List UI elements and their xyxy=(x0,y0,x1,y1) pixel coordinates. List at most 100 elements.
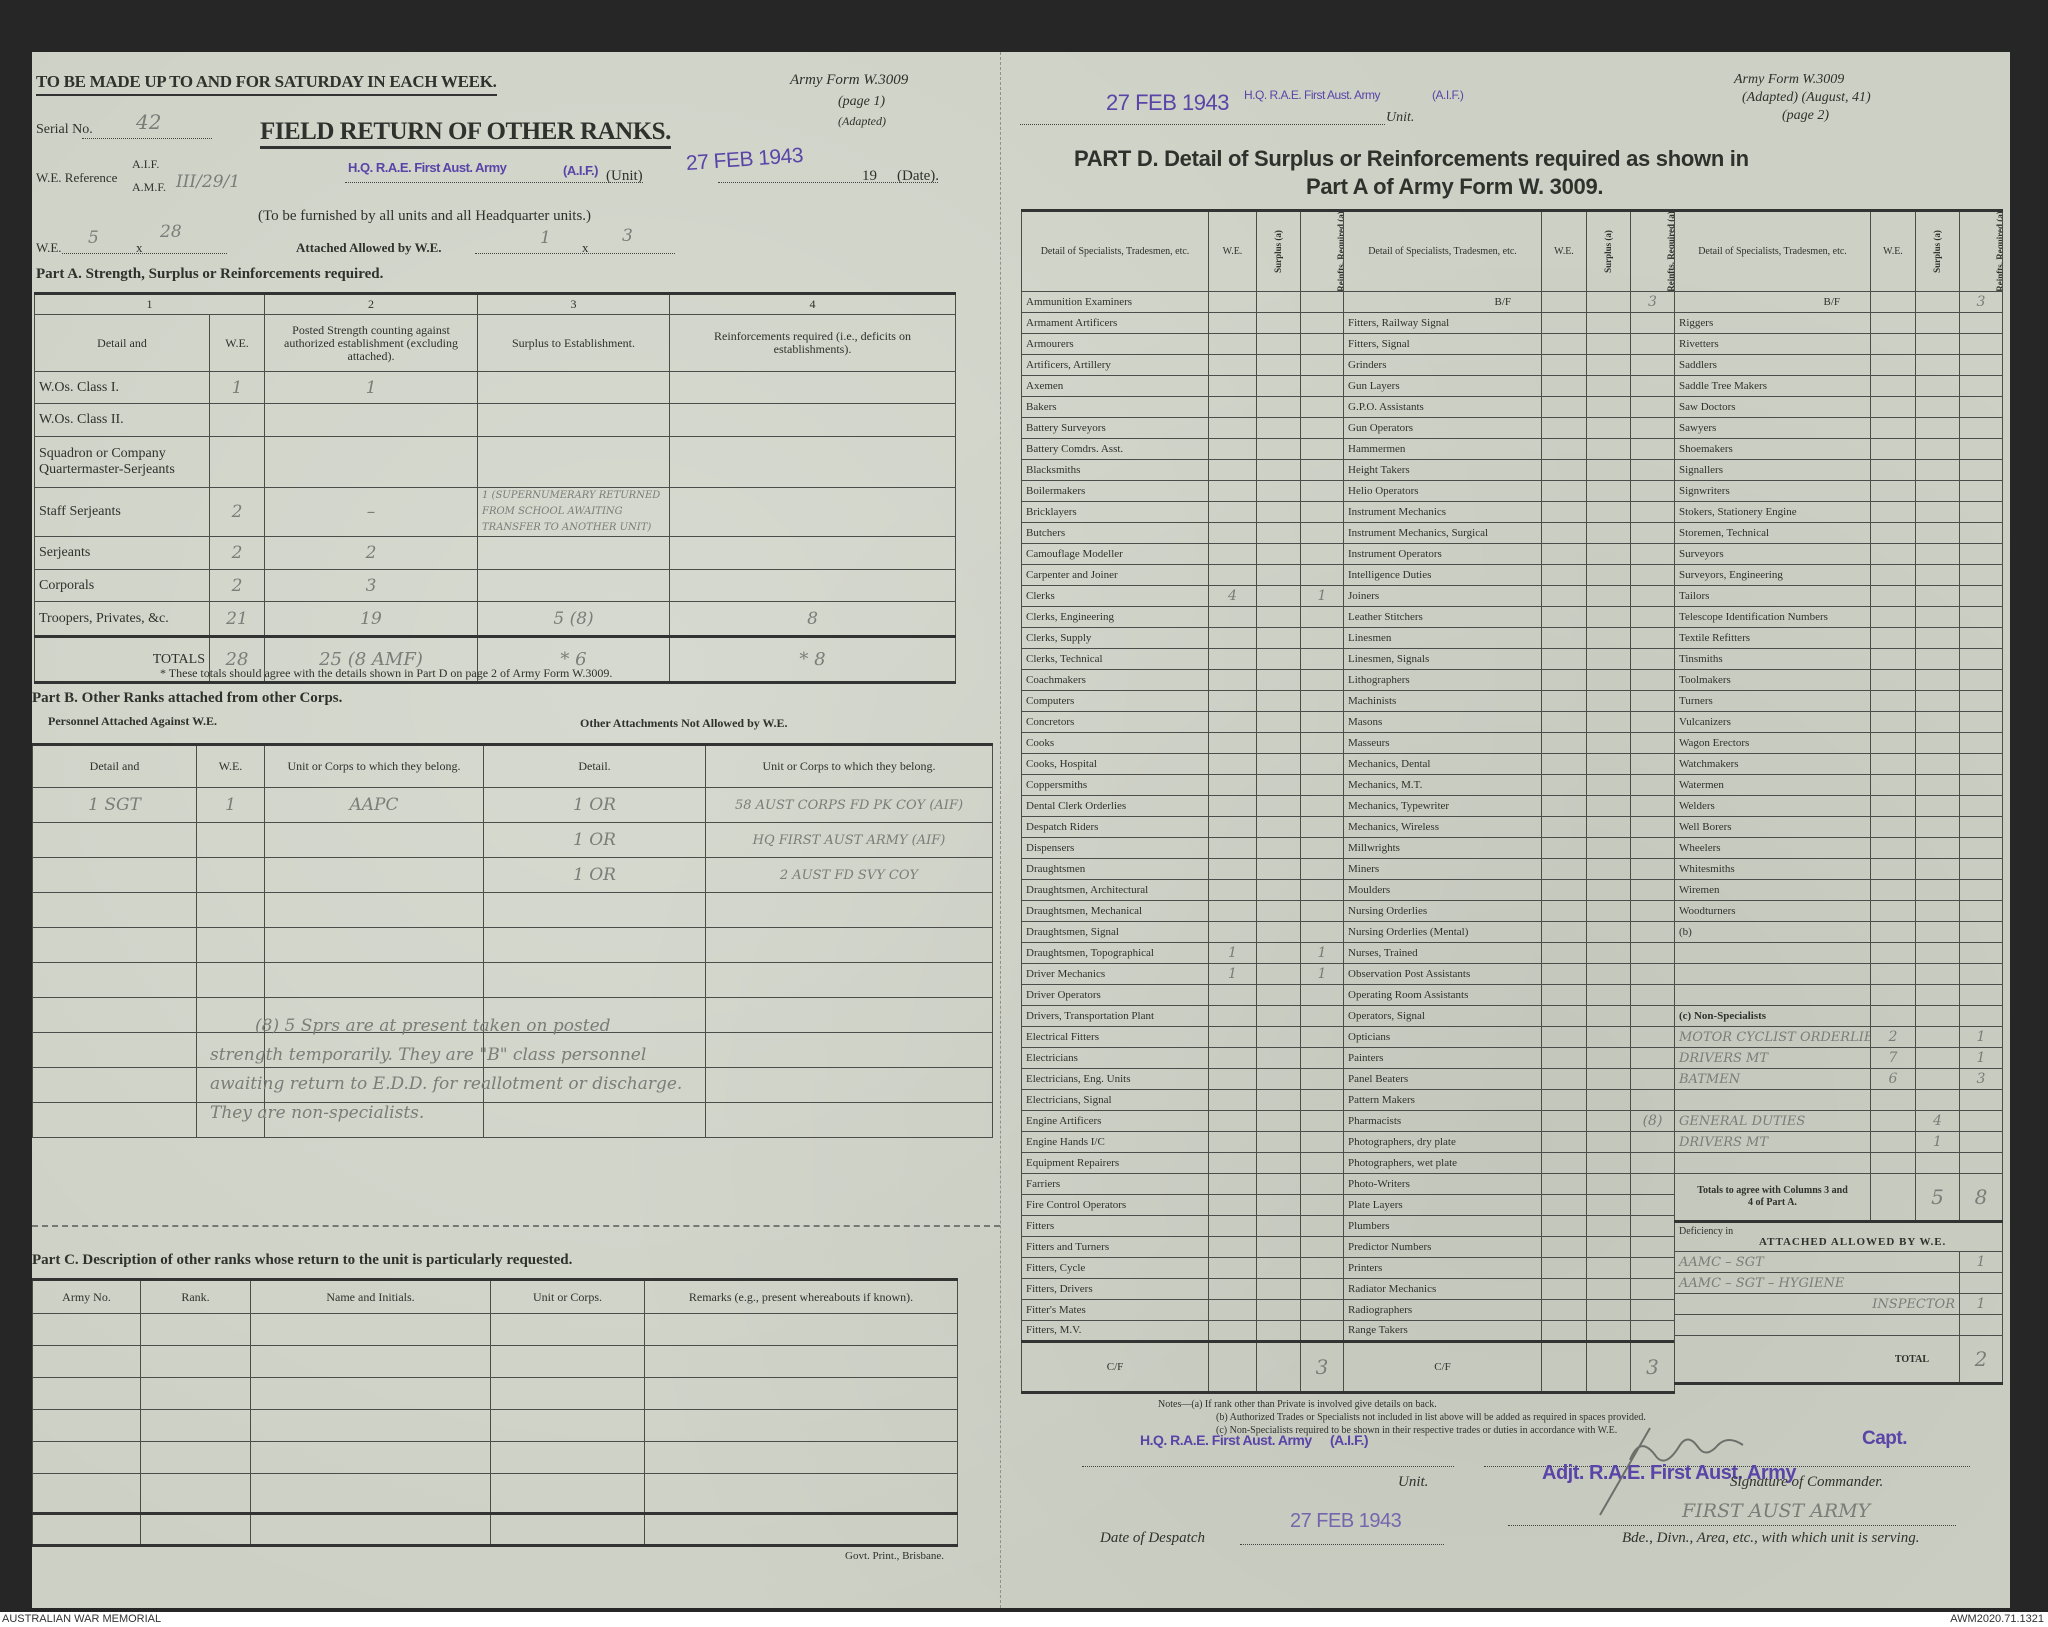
header-detail: Detail of Specialists, Tradesmen, etc. xyxy=(1343,210,1542,292)
value-cell xyxy=(1959,837,2003,859)
part-c-cell xyxy=(644,1513,958,1546)
value-cell xyxy=(1541,1068,1587,1090)
table-row: Masons xyxy=(1343,711,1675,733)
trade-label: Camouflage Modeller xyxy=(1021,543,1209,565)
reinf-cell xyxy=(669,569,956,602)
value-cell xyxy=(1256,1068,1301,1090)
fold-line xyxy=(1000,52,1001,1608)
value-cell xyxy=(1586,711,1631,733)
table-row xyxy=(32,927,993,963)
header-detail: Detail and xyxy=(34,314,210,372)
trade-label: BATMEN xyxy=(1674,1068,1871,1090)
trade-label: B/F xyxy=(1343,291,1542,313)
table-row: Welders xyxy=(1674,795,2003,817)
trade-label: Bakers xyxy=(1021,396,1209,418)
value-cell xyxy=(1208,564,1257,586)
trade-label: Boilermakers xyxy=(1021,480,1209,502)
value-cell xyxy=(1256,1152,1301,1174)
trade-label: Fitters, Drivers xyxy=(1021,1278,1209,1300)
table-row: Linesmen xyxy=(1343,627,1675,649)
trade-label: Woodturners xyxy=(1674,900,1871,922)
trade-label: Grinders xyxy=(1343,354,1542,376)
unit-stamp-aif-p2: (A.I.F.) xyxy=(1432,88,1464,102)
trade-label: Dispensers xyxy=(1021,837,1209,859)
table-row xyxy=(32,1313,958,1346)
detail-cell: W.Os. Class II. xyxy=(34,403,210,437)
unit-line-p2 xyxy=(1020,124,1385,125)
table-row: Clerks, Technical xyxy=(1021,648,1344,670)
trade-label: Welders xyxy=(1674,795,1871,817)
value-cell xyxy=(1586,354,1631,376)
value-cell xyxy=(1870,417,1916,439)
table-row: Linesmen, Signals xyxy=(1343,648,1675,670)
deficiency-item: AAMC – SGT – HYGIENE xyxy=(1674,1272,1960,1294)
value-cell xyxy=(1870,522,1916,544)
trade-label: Observation Post Assistants xyxy=(1343,963,1542,985)
trade-label: Photo-Writers xyxy=(1343,1173,1542,1195)
value-cell xyxy=(1256,480,1301,502)
trade-label: Leather Stitchers xyxy=(1343,606,1542,628)
part-c-title: Part C. Description of other ranks whose… xyxy=(32,1252,573,1268)
value-cell xyxy=(1870,501,1916,523)
table-row xyxy=(1674,963,2003,985)
value-cell xyxy=(1630,543,1675,565)
value-cell xyxy=(1586,1131,1631,1153)
value-cell xyxy=(1256,1278,1301,1300)
value-cell xyxy=(1256,1089,1301,1111)
value-cell xyxy=(1208,795,1257,817)
posted-cell xyxy=(264,403,478,437)
part-b-cell xyxy=(264,962,484,998)
table-row: Sawyers xyxy=(1674,417,2003,439)
table-row: Electrical Fitters xyxy=(1021,1026,1344,1048)
value-cell xyxy=(1630,1173,1675,1195)
trade-label: DRIVERS MT xyxy=(1674,1047,1871,1069)
value-cell xyxy=(1256,501,1301,523)
trade-label: Linesmen, Signals xyxy=(1343,648,1542,670)
value-cell xyxy=(1256,333,1301,355)
trade-label: Toolmakers xyxy=(1674,669,1871,691)
part-b-cell xyxy=(196,1032,265,1068)
table-row: Boilermakers xyxy=(1021,480,1344,502)
value-cell xyxy=(1586,291,1631,313)
part-c-cell xyxy=(644,1409,958,1442)
table-row: Surveyors, Engineering xyxy=(1674,564,2003,586)
part-c-cell xyxy=(32,1513,141,1546)
footer-right: AWM2020.71.1321 xyxy=(1950,1613,2044,1625)
we-value-a: 5 xyxy=(88,228,99,248)
value-cell xyxy=(1541,690,1587,712)
value-cell xyxy=(1208,1215,1257,1237)
value-cell xyxy=(1630,669,1675,691)
part-b-cell xyxy=(32,962,197,998)
value-cell xyxy=(1208,1320,1257,1342)
value-cell xyxy=(1256,1215,1301,1237)
value-cell xyxy=(1541,1194,1587,1216)
value-cell xyxy=(1870,963,1916,985)
trade-label: Fitter's Mates xyxy=(1021,1299,1209,1321)
value-cell xyxy=(1915,564,1960,586)
part-c-table: Army No. Rank. Name and Initials. Unit or C… xyxy=(32,1278,958,1547)
part-b-cell xyxy=(196,892,265,928)
value-cell xyxy=(1586,1026,1631,1048)
value-cell xyxy=(1256,1299,1301,1321)
part-b-cell xyxy=(264,892,484,928)
value-cell xyxy=(1915,396,1960,418)
value-cell xyxy=(1208,1089,1257,1111)
value-cell xyxy=(1586,1194,1631,1216)
table-row: Plumbers xyxy=(1343,1215,1675,1237)
unit-line xyxy=(345,182,643,183)
trade-label: Driver Mechanics xyxy=(1021,963,1209,985)
value-cell xyxy=(1541,1236,1587,1258)
value-cell xyxy=(1959,459,2003,481)
table-row: Operators, Signal xyxy=(1343,1005,1675,1027)
value-cell xyxy=(1300,354,1344,376)
table-row: Well Borers xyxy=(1674,816,2003,838)
part-b-cell xyxy=(483,1102,706,1138)
value-cell xyxy=(1300,1089,1344,1111)
formation-value: FIRST AUST ARMY xyxy=(1682,1500,1871,1522)
table-row: Armament Artificers xyxy=(1021,312,1344,334)
table-row: Signallers xyxy=(1674,459,2003,481)
value-cell xyxy=(1870,627,1916,649)
part-c-cell xyxy=(140,1377,251,1410)
value-cell xyxy=(1541,1299,1587,1321)
value-cell xyxy=(1256,1110,1301,1132)
